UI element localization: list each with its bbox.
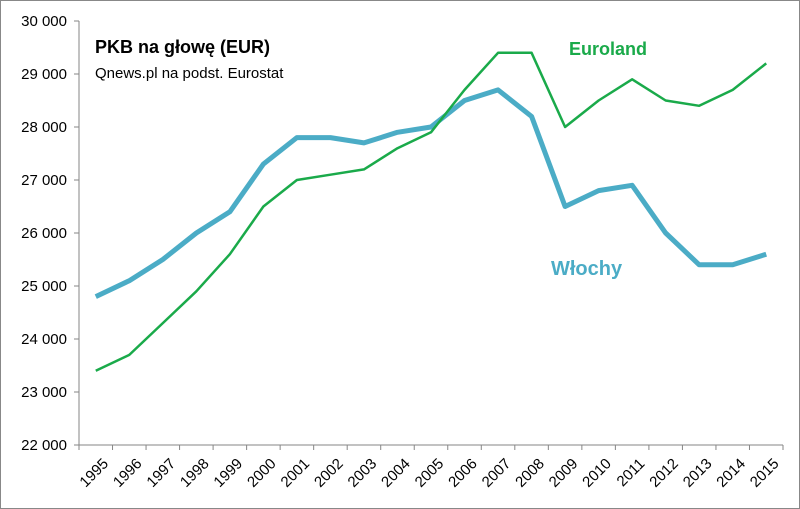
y-tick-label: 28 000 [21, 119, 67, 136]
x-tick-label: 2009 [546, 455, 582, 491]
x-tick-label: 2001 [278, 455, 314, 491]
series-label-wlochy: Włochy [551, 258, 623, 280]
series-line-wlochy [94, 87, 767, 299]
y-tick-label: 24 000 [21, 331, 67, 348]
y-tick-label: 27 000 [21, 172, 67, 189]
y-tick-label: 30 000 [21, 13, 67, 30]
x-tick-label: 1999 [210, 455, 246, 491]
y-tick-label: 22 000 [21, 437, 67, 454]
y-tick-label: 26 000 [21, 225, 67, 242]
x-tick-label: 2002 [311, 455, 347, 491]
series-label-euroland: Euroland [569, 39, 647, 59]
x-tick-label: 2000 [244, 455, 280, 491]
chart-subtitle: Qnews.pl na podst. Eurostat [95, 65, 284, 82]
x-tick-label: 2006 [445, 455, 481, 491]
y-tick-label: 25 000 [21, 278, 67, 295]
x-tick-label: 2015 [747, 455, 783, 491]
x-tick-label: 1996 [110, 455, 146, 491]
x-tick-label: 1998 [177, 455, 213, 491]
x-tick-label: 1995 [76, 455, 112, 491]
series-line-euroland [95, 51, 768, 372]
y-tick-label: 29 000 [21, 66, 67, 83]
x-tick-label: 2004 [378, 455, 414, 491]
x-tick-label: 2008 [512, 455, 548, 491]
x-tick-label: 2012 [646, 455, 682, 491]
x-tick-label: 2014 [713, 455, 749, 491]
x-tick-label: 2010 [579, 455, 615, 491]
y-tick-label: 23 000 [21, 384, 67, 401]
x-tick-label: 2013 [680, 455, 716, 491]
x-tick-label: 1997 [143, 455, 179, 491]
x-tick-label: 2005 [412, 455, 448, 491]
x-tick-label: 2011 [614, 455, 649, 490]
x-tick-label: 2007 [479, 455, 515, 491]
chart-title: PKB na głowę (EUR) [95, 37, 270, 57]
x-tick-label: 2003 [345, 455, 381, 491]
